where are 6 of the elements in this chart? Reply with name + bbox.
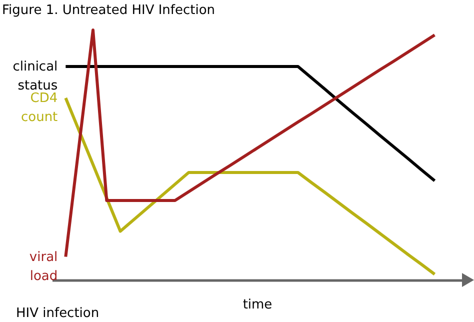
chart-title: Figure 1. Untreated HIV Infection <box>2 3 216 18</box>
series-label: clinical status <box>12 60 58 94</box>
x-axis-title: time <box>242 298 272 312</box>
series-label: CD4 count <box>20 91 58 125</box>
text: HIV infection <box>16 306 100 321</box>
series-label: viral load <box>29 250 58 284</box>
